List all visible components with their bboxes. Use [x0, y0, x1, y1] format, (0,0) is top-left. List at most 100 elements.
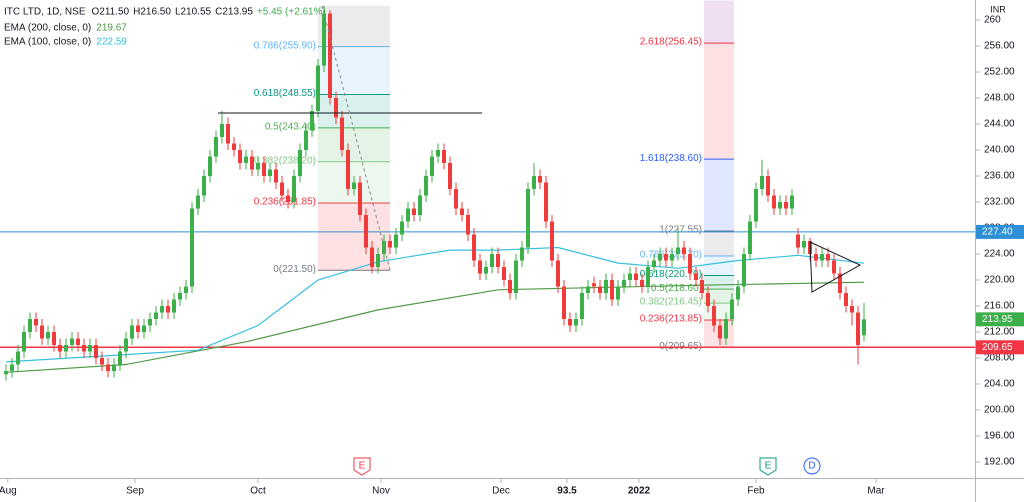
candle-body	[598, 286, 602, 294]
x-tick-label: Mar	[867, 486, 885, 497]
candle-body	[142, 325, 146, 333]
ema-line	[5, 281, 865, 373]
event-marker: E	[759, 457, 777, 476]
candle-body	[694, 273, 698, 281]
candle-body	[628, 273, 632, 281]
candle-body	[232, 143, 236, 151]
fib-band	[704, 275, 734, 290]
candle-body	[4, 371, 8, 375]
fib-label: 0.618(220.70)	[640, 269, 702, 280]
candle-body	[238, 150, 242, 164]
candle-body	[802, 241, 806, 248]
candle-body	[502, 267, 506, 281]
candle-body	[586, 286, 590, 294]
x-tick-label: Aug	[0, 486, 17, 497]
fib-band	[318, 94, 390, 128]
candle-body	[22, 332, 26, 352]
candle-body	[64, 345, 68, 352]
candle-body	[256, 163, 260, 170]
price-tag	[976, 340, 1024, 355]
candle-body	[388, 241, 392, 248]
y-tick-label: 256.00	[984, 41, 1015, 52]
fib-label: 0.5(243.40)	[265, 122, 316, 133]
candle-body	[166, 306, 170, 313]
candle-body	[118, 351, 122, 365]
header-text: C213.95	[215, 7, 253, 18]
candle-body	[328, 13, 332, 99]
candle-body	[412, 208, 416, 216]
candle-body	[52, 332, 56, 346]
candle-body	[106, 364, 110, 372]
price-tag	[976, 312, 1024, 327]
fib-band	[704, 255, 734, 276]
candle-body	[712, 306, 716, 326]
header-text: EMA (100, close, 0)	[4, 37, 91, 48]
candle-body	[490, 254, 494, 268]
fib-label: 0.5(218.60)	[651, 283, 702, 294]
candle-body	[652, 260, 656, 268]
candle-body	[262, 163, 266, 177]
event-icon	[803, 457, 821, 475]
fib-label: 0.786(255.90)	[254, 40, 316, 51]
candle-body	[10, 364, 14, 372]
y-tick-label: 248.00	[984, 93, 1015, 104]
event-label: E	[765, 461, 772, 472]
candle-body	[496, 254, 500, 268]
candle-body	[766, 176, 770, 196]
candle-body	[220, 124, 224, 138]
candle-body	[760, 176, 764, 190]
header-text: L210.55	[175, 7, 212, 18]
candle-body	[688, 254, 692, 274]
candle-body	[352, 182, 356, 190]
fib-label: 0.382(238.20)	[254, 155, 316, 166]
candle-body	[460, 208, 464, 216]
candle-body	[202, 176, 206, 196]
candle-body	[100, 358, 104, 365]
fib-band	[704, 0, 734, 44]
y-tick-label: 260	[984, 15, 1001, 26]
fib-band	[704, 159, 734, 231]
fib-label: 0(221.50)	[273, 264, 316, 275]
event-marker: D	[803, 457, 821, 475]
candle-body	[550, 221, 554, 261]
y-tick-label: 216.00	[984, 301, 1015, 312]
candle-body	[304, 130, 308, 151]
candle-body	[856, 312, 860, 346]
event-marker: E	[353, 457, 371, 476]
candle-body	[466, 215, 470, 235]
candle-body	[862, 319, 866, 336]
candle-body	[424, 176, 428, 196]
candle-body	[160, 306, 164, 313]
y-tick-label: 200.00	[984, 405, 1015, 416]
event-label: E	[359, 461, 366, 472]
candle-body	[190, 208, 194, 287]
candle-body	[268, 169, 272, 177]
candle-body	[622, 280, 626, 287]
candle-body	[778, 202, 782, 209]
candle-body	[832, 260, 836, 274]
candle-body	[682, 247, 686, 255]
candle-body	[520, 247, 524, 261]
candle-body	[418, 195, 422, 216]
candle-body	[406, 208, 410, 222]
candle-body	[484, 267, 488, 274]
candle-body	[16, 351, 20, 365]
candle-body	[76, 338, 80, 346]
candle-body	[772, 195, 776, 209]
candle-body	[214, 137, 218, 157]
candle-body	[616, 286, 620, 300]
candle-body	[184, 286, 188, 294]
candle-body	[34, 319, 38, 326]
candle-body	[136, 325, 140, 333]
candle-body	[754, 189, 758, 222]
candle-body	[796, 234, 800, 248]
candle-body	[562, 286, 566, 320]
candle-body	[112, 364, 116, 372]
x-tick-label: Dec	[492, 486, 510, 497]
candle-body	[574, 319, 578, 326]
x-tick-label: Oct	[250, 486, 266, 497]
candle-body	[838, 273, 842, 294]
candle-body	[310, 111, 314, 131]
y-tick-label: 236.00	[984, 171, 1015, 182]
